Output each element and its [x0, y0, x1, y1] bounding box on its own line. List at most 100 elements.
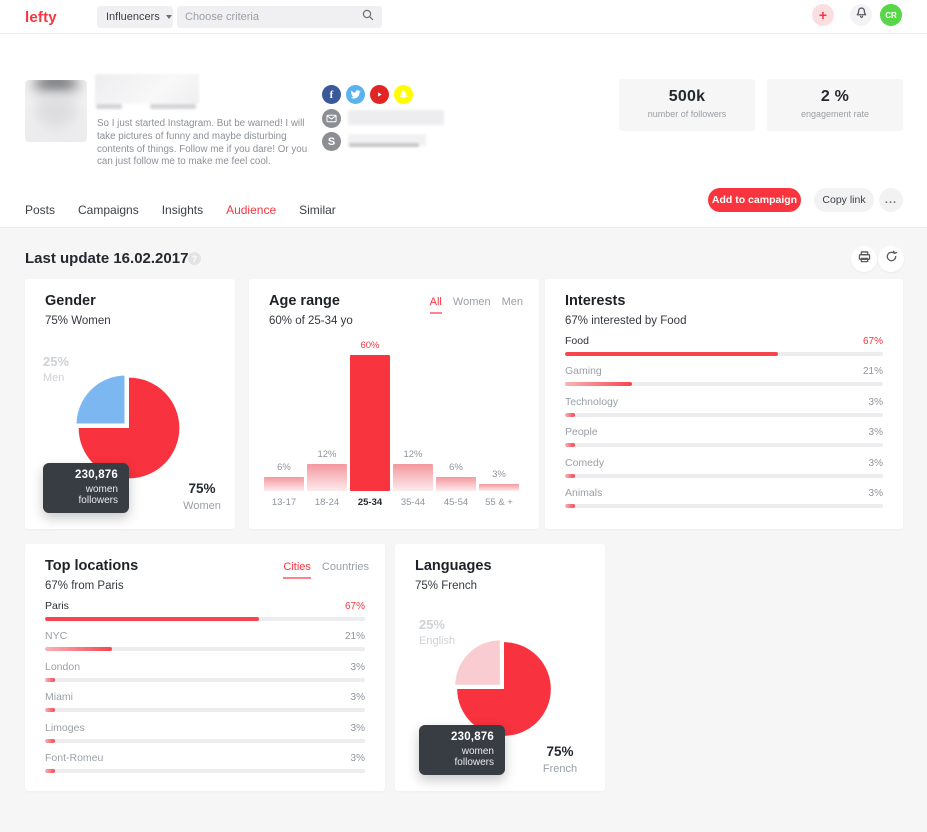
website-icon[interactable]: S [322, 132, 341, 151]
age-bar-18-24: 12% [307, 449, 347, 491]
tab-similar[interactable]: Similar [299, 203, 336, 217]
add-button[interactable]: + [812, 4, 834, 26]
age-range-card: Age range 60% of 25-34 yo All Women Men … [249, 279, 539, 529]
search-type-dropdown[interactable]: Influencers [97, 6, 173, 28]
audience-section: Last update 16.02.2017 ? Gender 75% Wome… [0, 227, 927, 832]
help-icon[interactable]: ? [188, 252, 201, 265]
interest-row-food: Food 67% [565, 335, 883, 365]
interests-list: Food 67% Gaming 21% Technology 3% People 3% … [565, 335, 883, 517]
age-range-filter-tabs: All Women Men [429, 296, 523, 314]
gender-card: Gender 75% Women 25% Men 230,876 women f… [25, 279, 235, 529]
profile-bio: So I just started Instagram. But be warn… [97, 118, 308, 168]
locations-tab-cities[interactable]: Cities [283, 561, 311, 579]
locations-list: Paris 67% NYC 21% London 3% Miami 3% Limoges… [45, 600, 365, 782]
profile-name-redacted [95, 74, 199, 104]
age-tab-all[interactable]: All [429, 296, 442, 314]
interest-row-animals: Animals 3% [565, 487, 883, 517]
interest-row-comedy: Comedy 3% [565, 457, 883, 487]
age-range-x-axis: 13-17 18-24 25-34 35-44 45-54 55 & + [271, 497, 513, 508]
interest-row-technology: Technology 3% [565, 396, 883, 426]
printer-icon [858, 250, 871, 268]
location-row-nyc: NYC 21% [45, 630, 365, 660]
location-row-font-romeu: Font-Romeu 3% [45, 752, 365, 782]
bell-icon [855, 6, 868, 24]
languages-slice-french [457, 642, 551, 736]
age-bar-25-34: 60% [350, 340, 390, 491]
languages-slice-english [452, 637, 503, 688]
location-row-london: London 3% [45, 661, 365, 691]
search-type-value: Influencers [106, 11, 160, 23]
photo-blur [33, 80, 79, 92]
refresh-button[interactable] [878, 246, 904, 272]
engagement-label: engagement rate [800, 109, 870, 119]
refresh-icon [885, 250, 898, 268]
age-range-subtitle: 60% of 25-34 yo [269, 315, 353, 327]
last-update-label: Last update 16.02.2017 [25, 250, 189, 267]
age-tab-women[interactable]: Women [452, 296, 491, 308]
top-locations-card: Top locations 67% from Paris Cities Coun… [25, 544, 385, 791]
locations-filter-tabs: Cities Countries [283, 561, 369, 579]
top-locations-title: Top locations [45, 558, 139, 574]
gender-men-label: 25% Men [43, 354, 70, 384]
gender-title: Gender [45, 293, 96, 309]
languages-pie-chart [452, 637, 551, 736]
top-bar: lefty Influencers + CR [0, 0, 927, 34]
age-bar-45-54: 6% [436, 462, 476, 491]
search-input[interactable] [185, 11, 355, 23]
snapchat-icon[interactable] [394, 85, 413, 104]
tab-insights[interactable]: Insights [161, 203, 204, 217]
email-address-redacted [348, 110, 444, 125]
tab-campaigns[interactable]: Campaigns [78, 203, 139, 217]
email-icon[interactable] [322, 109, 341, 128]
gender-slice-men [74, 373, 127, 426]
more-options-button[interactable]: ... [879, 188, 903, 212]
interest-row-gaming: Gaming 21% [565, 365, 883, 395]
followers-stat: 500k number of followers [619, 79, 755, 131]
search-icon[interactable] [362, 8, 374, 26]
copy-link-button[interactable]: Copy link [814, 188, 874, 212]
languages-tooltip: 230,876 women followers [419, 725, 505, 775]
age-tab-men[interactable]: Men [501, 296, 523, 308]
tab-posts[interactable]: Posts [25, 203, 56, 217]
print-button[interactable] [851, 246, 877, 272]
gender-subtitle: 75% Women [45, 315, 111, 327]
age-bar-55-plus: 3% [479, 469, 519, 491]
interests-title: Interests [565, 293, 626, 309]
followers-label: number of followers [647, 109, 727, 119]
age-bar-35-44: 12% [393, 449, 433, 491]
gender-pie-chart [74, 373, 180, 479]
chevron-down-icon [165, 15, 172, 19]
tab-audience[interactable]: Audience [226, 203, 277, 229]
languages-english-label: 25% English [419, 617, 456, 647]
profile-tabs: Posts Campaigns Insights Audience Simila… [25, 203, 336, 229]
interests-subtitle: 67% interested by Food [565, 315, 687, 327]
gender-tooltip: 230,876 women followers [43, 463, 129, 513]
gender-slice-women [78, 377, 180, 479]
top-locations-subtitle: 67% from Paris [45, 580, 124, 592]
facebook-icon[interactable]: f [322, 85, 341, 104]
profile-header: So I just started Instagram. But be warn… [0, 34, 927, 229]
youtube-icon[interactable] [370, 85, 389, 104]
engagement-stat: 2 % engagement rate [767, 79, 903, 131]
add-to-campaign-button[interactable]: Add to campaign [708, 188, 801, 212]
gender-women-label: 75% Women [183, 481, 221, 512]
profile-photo [25, 80, 87, 142]
languages-french-label: 75% French [542, 744, 578, 775]
languages-title: Languages [415, 558, 492, 574]
notifications-button[interactable] [850, 4, 872, 26]
twitter-icon[interactable] [346, 85, 365, 104]
search-bar[interactable] [177, 6, 382, 28]
languages-subtitle: 75% French [415, 580, 478, 592]
languages-card: Languages 75% French 25% English 230,876… [395, 544, 605, 791]
engagement-value: 2 % [820, 88, 850, 105]
user-avatar[interactable]: CR [880, 4, 902, 26]
age-range-bar-chart: 6% 12% 60% 12% 6% [264, 339, 519, 491]
profile-meta-redacted [96, 104, 122, 109]
lefty-logo[interactable]: lefty [25, 9, 57, 26]
location-row-limoges: Limoges 3% [45, 722, 365, 752]
locations-tab-countries[interactable]: Countries [321, 561, 369, 573]
followers-value: 500k [668, 88, 706, 105]
interest-row-people: People 3% [565, 426, 883, 456]
location-row-paris: Paris 67% [45, 600, 365, 630]
